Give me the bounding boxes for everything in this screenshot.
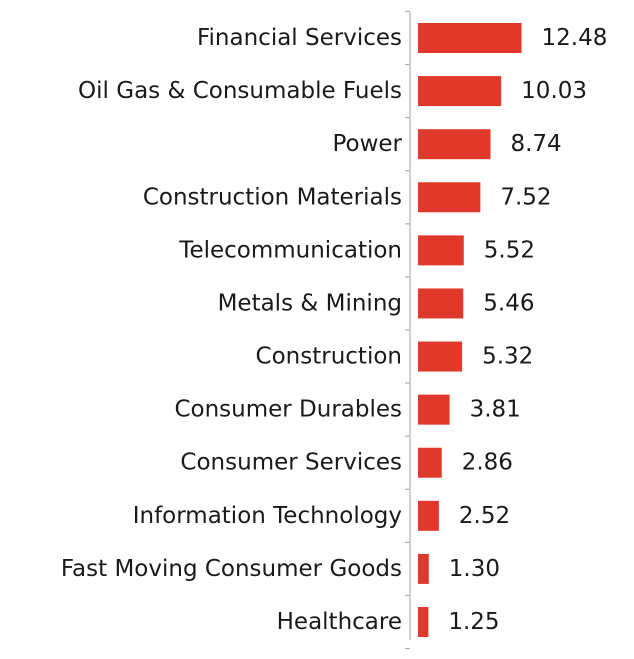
bar [418, 553, 429, 584]
category-label: Oil Gas & Consumable Fuels [78, 78, 402, 104]
value-label: 1.25 [448, 609, 499, 635]
value-label: 10.03 [521, 78, 587, 104]
bar [418, 607, 429, 637]
bar [418, 288, 464, 319]
bar [418, 129, 491, 160]
value-label: 2.86 [462, 450, 513, 476]
bar [418, 341, 463, 372]
bar [418, 447, 442, 478]
category-label: Construction Materials [143, 184, 402, 210]
value-label: 12.48 [542, 25, 608, 51]
value-label: 3.81 [470, 397, 521, 423]
bar [418, 23, 522, 53]
category-label: Healthcare [277, 609, 402, 635]
value-label: 5.52 [484, 237, 535, 263]
value-label: 5.32 [482, 344, 533, 370]
value-label: 5.46 [483, 290, 534, 316]
category-label: Construction [256, 344, 402, 370]
value-label: 1.30 [449, 556, 500, 582]
category-label: Financial Services [197, 25, 402, 51]
value-label: 7.52 [500, 184, 551, 210]
bar [418, 394, 450, 425]
value-label: 8.74 [510, 131, 561, 157]
category-label: Information Technology [133, 503, 402, 529]
value-label: 2.52 [459, 503, 510, 529]
category-label: Consumer Durables [174, 397, 402, 423]
bar [418, 500, 439, 531]
category-label: Telecommunication [178, 237, 402, 263]
bar [418, 235, 464, 266]
category-label: Fast Moving Consumer Goods [61, 556, 402, 582]
category-label: Power [332, 131, 402, 157]
bar [418, 76, 502, 107]
category-label: Metals & Mining [218, 290, 402, 316]
bar [418, 182, 481, 213]
category-label: Consumer Services [180, 450, 402, 476]
